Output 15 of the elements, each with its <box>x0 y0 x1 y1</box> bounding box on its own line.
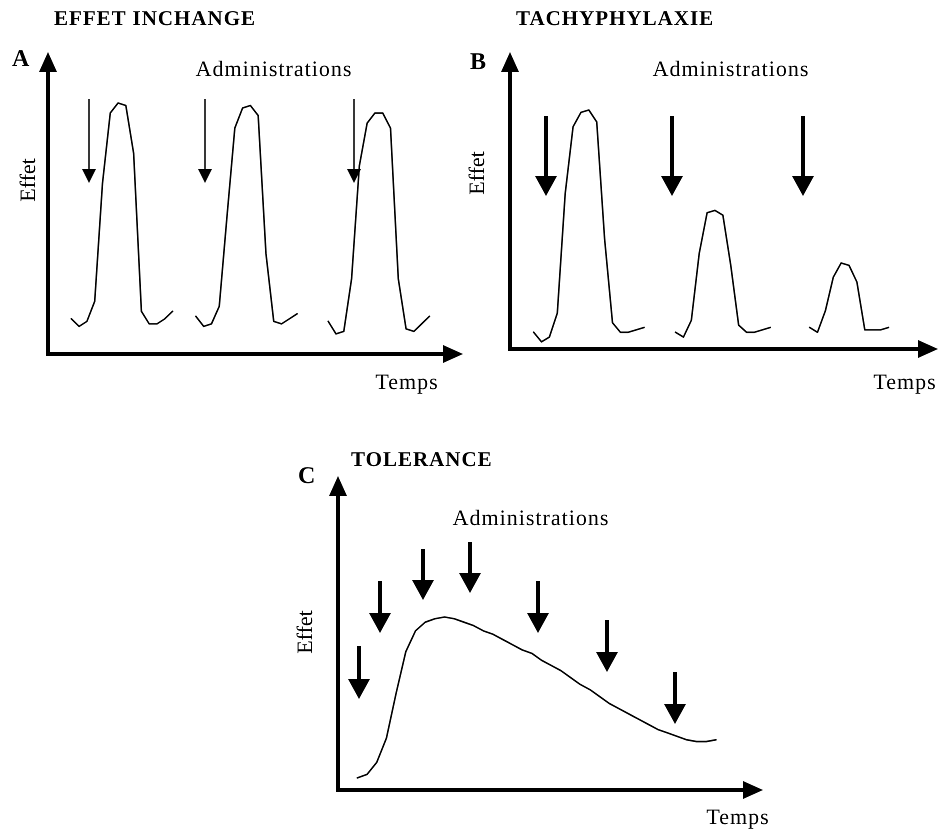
y-axis-title: Effet <box>14 158 40 202</box>
text: A <box>12 46 30 72</box>
text: Administrations <box>196 56 352 82</box>
x-axis-title: Temps <box>706 804 770 830</box>
text: Administrations <box>652 56 810 82</box>
x-axis-title: Temps <box>375 369 439 394</box>
chart-title: TACHYPHYLAXIE <box>516 6 714 30</box>
y-axis-title: Effet <box>464 151 490 195</box>
chart-title: EFFET INCHANGE <box>54 6 256 30</box>
text: C <box>298 463 316 490</box>
text: Administrations <box>452 505 610 530</box>
x-axis-title: Temps <box>873 369 937 394</box>
y-axis-title: Effet <box>292 610 318 654</box>
chart-title: TOLERANCE <box>351 447 493 472</box>
text: B <box>470 49 486 76</box>
